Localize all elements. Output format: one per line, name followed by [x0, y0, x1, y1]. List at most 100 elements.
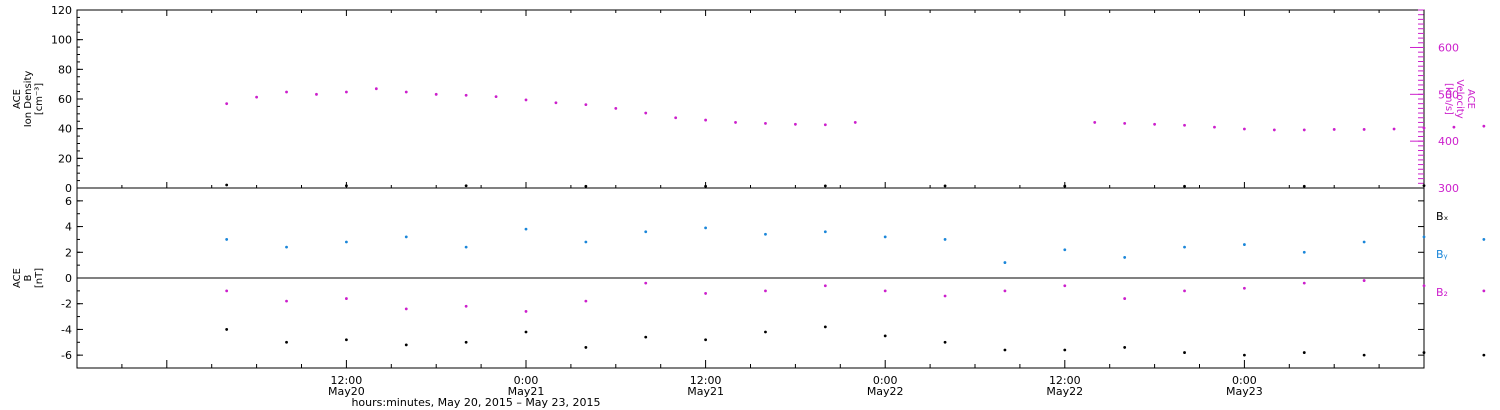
b-point	[1243, 243, 1246, 246]
b-point	[1063, 284, 1067, 288]
b-point	[464, 340, 468, 344]
b-point	[704, 226, 707, 230]
b-point	[584, 299, 588, 303]
y-axis-title-line: Ion Density	[23, 71, 34, 128]
b-point	[644, 335, 648, 339]
x-tick-sublabel: May22	[867, 385, 904, 398]
b-point	[225, 238, 229, 241]
velocity-point	[1422, 126, 1426, 130]
velocity-point	[1302, 128, 1306, 132]
x-tick-sublabel: May21	[508, 385, 545, 398]
b-point	[943, 238, 947, 241]
velocity-point	[255, 95, 258, 99]
y-axis-title-velocity: ACEVelocity[km/s]	[1443, 79, 1476, 118]
density-point	[1183, 184, 1186, 188]
y-tick-label-b: -2	[61, 298, 72, 311]
y-tick-label-left: 60	[58, 93, 72, 106]
velocity-point	[345, 90, 348, 94]
b-point	[404, 343, 408, 347]
density-point	[823, 184, 827, 188]
b-series	[225, 279, 1486, 313]
b-point	[883, 334, 887, 338]
b-point	[823, 284, 827, 288]
y-axis-title-line: Velocity	[1454, 79, 1465, 118]
velocity-point	[734, 121, 737, 124]
x-tick-label: 12:00	[1049, 374, 1081, 387]
velocity-point	[764, 121, 767, 125]
panel-frame-top	[76, 9, 1425, 189]
velocity-point	[1213, 125, 1216, 129]
x-tick-sublabel: May21	[687, 385, 724, 398]
density-point	[943, 184, 947, 188]
b-point	[464, 245, 468, 249]
b-point	[225, 289, 229, 293]
b-point	[1362, 353, 1366, 357]
y-axis-title-line: ACE	[12, 89, 23, 109]
b-point	[823, 230, 827, 234]
velocity-point	[1153, 122, 1156, 126]
b-point	[1422, 235, 1426, 239]
velocity-point	[823, 123, 827, 127]
y-tick-label-b: 2	[65, 246, 72, 259]
b-point	[1482, 353, 1486, 357]
y-tick-label-left: 100	[51, 34, 72, 47]
y-axis-title-line: B	[23, 274, 34, 281]
y-tick-label-b: 0	[65, 272, 72, 285]
magnetic-field-panel: -6 -4 -2 0 2 4 6 ACEB[nT] Bₓ Bᵧ B₂	[12, 187, 1486, 369]
x-tick-label: 0:00	[1232, 374, 1257, 387]
b-point	[1003, 348, 1007, 352]
b-point	[584, 240, 588, 244]
density-point	[584, 184, 588, 188]
velocity-point	[1272, 128, 1276, 132]
y-axis-title-b: ACEB[nT]	[12, 268, 45, 288]
velocity-point	[524, 98, 528, 102]
b-point	[1243, 353, 1246, 357]
x-tick-label: 0:00	[514, 374, 539, 387]
b-point	[704, 292, 707, 295]
y-tick-label-b: -4	[61, 323, 72, 336]
b-point	[1422, 284, 1426, 288]
b-point	[1183, 289, 1186, 293]
y-axis-title-line: [cm⁻³]	[34, 83, 45, 115]
b-point	[1482, 238, 1486, 241]
y-axis-title-line: ACE	[12, 268, 23, 288]
b-point	[1422, 351, 1426, 354]
velocity-point	[285, 90, 288, 94]
legend-entry: Bᵧ	[1436, 248, 1448, 261]
velocity-point	[644, 111, 648, 115]
b-point	[823, 325, 827, 329]
b-point	[1362, 279, 1366, 282]
b-point	[1123, 256, 1127, 259]
b-point	[704, 338, 707, 342]
y-tick-label-right: 400	[1438, 135, 1459, 148]
b-point	[345, 240, 348, 244]
legend-entry: B₂	[1436, 286, 1448, 299]
y-tick-label-left: 20	[58, 152, 72, 165]
b-point	[584, 346, 588, 349]
velocity-point	[674, 116, 678, 120]
b-point	[1003, 261, 1007, 264]
b-point	[404, 235, 408, 239]
y-tick-label-right: 600	[1438, 41, 1459, 54]
b-point	[1302, 351, 1306, 354]
b-point	[1123, 346, 1127, 349]
b-point	[1003, 289, 1007, 293]
b-point	[285, 245, 288, 249]
b-point	[464, 304, 468, 308]
velocity-point	[584, 103, 588, 107]
b-point	[1302, 281, 1306, 285]
velocity-point	[374, 87, 378, 91]
y-tick-label-left: 120	[51, 4, 72, 17]
x-tick-label: 0:00	[873, 374, 898, 387]
b-point	[883, 235, 887, 239]
time-axis: 12:00May200:00May2112:00May210:00May2212…	[76, 10, 1425, 409]
legend-entry: Bₓ	[1436, 210, 1449, 223]
x-tick-label: 12:00	[690, 374, 722, 387]
y-tick-label-right: 300	[1438, 182, 1459, 195]
density-point	[1302, 184, 1306, 188]
b-point	[345, 338, 348, 342]
y-axis-title-line: [nT]	[34, 268, 45, 288]
b-point	[764, 330, 767, 334]
velocity-point	[1183, 123, 1186, 127]
